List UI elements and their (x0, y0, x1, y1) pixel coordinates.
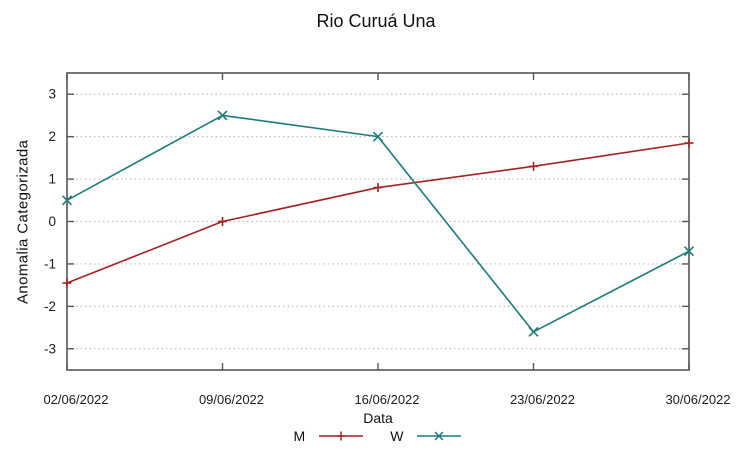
marker-x-icon (528, 326, 539, 337)
marker-x-icon (217, 110, 228, 121)
legend-sample-plus-icon (319, 431, 364, 441)
y-tick-label: -1 (44, 256, 56, 271)
chart-title: Rio Curuá Una (316, 11, 436, 31)
y-tick-label: 1 (48, 172, 56, 187)
legend-sample-x-icon (417, 431, 462, 441)
y-tick-label: 3 (48, 87, 56, 102)
x-tick-label: 02/06/2022 (43, 392, 108, 407)
legend-label-w: W (390, 428, 404, 444)
y-tick-label: -2 (44, 299, 56, 314)
x-axis-label: Data (363, 410, 393, 426)
marker-x-icon (61, 195, 73, 206)
y-tick-label: -3 (44, 341, 56, 356)
x-tick-label: 23/06/2022 (510, 392, 575, 407)
y-tick-label: 2 (48, 129, 56, 144)
x-tick-label: 09/06/2022 (199, 392, 264, 407)
marker-x-icon (683, 246, 695, 257)
series-line-m (66, 142, 690, 284)
series-line-w (66, 114, 690, 333)
x-tick-label: 16/06/2022 (354, 392, 419, 407)
legend: M W (67, 428, 689, 444)
marker-x-icon (372, 131, 384, 142)
y-tick-label: 0 (48, 214, 56, 229)
x-tick-label: 30/06/2022 (665, 392, 730, 407)
legend-item-w: W (390, 428, 462, 444)
legend-item-m: M (294, 428, 365, 444)
legend-label-m: M (293, 428, 306, 444)
